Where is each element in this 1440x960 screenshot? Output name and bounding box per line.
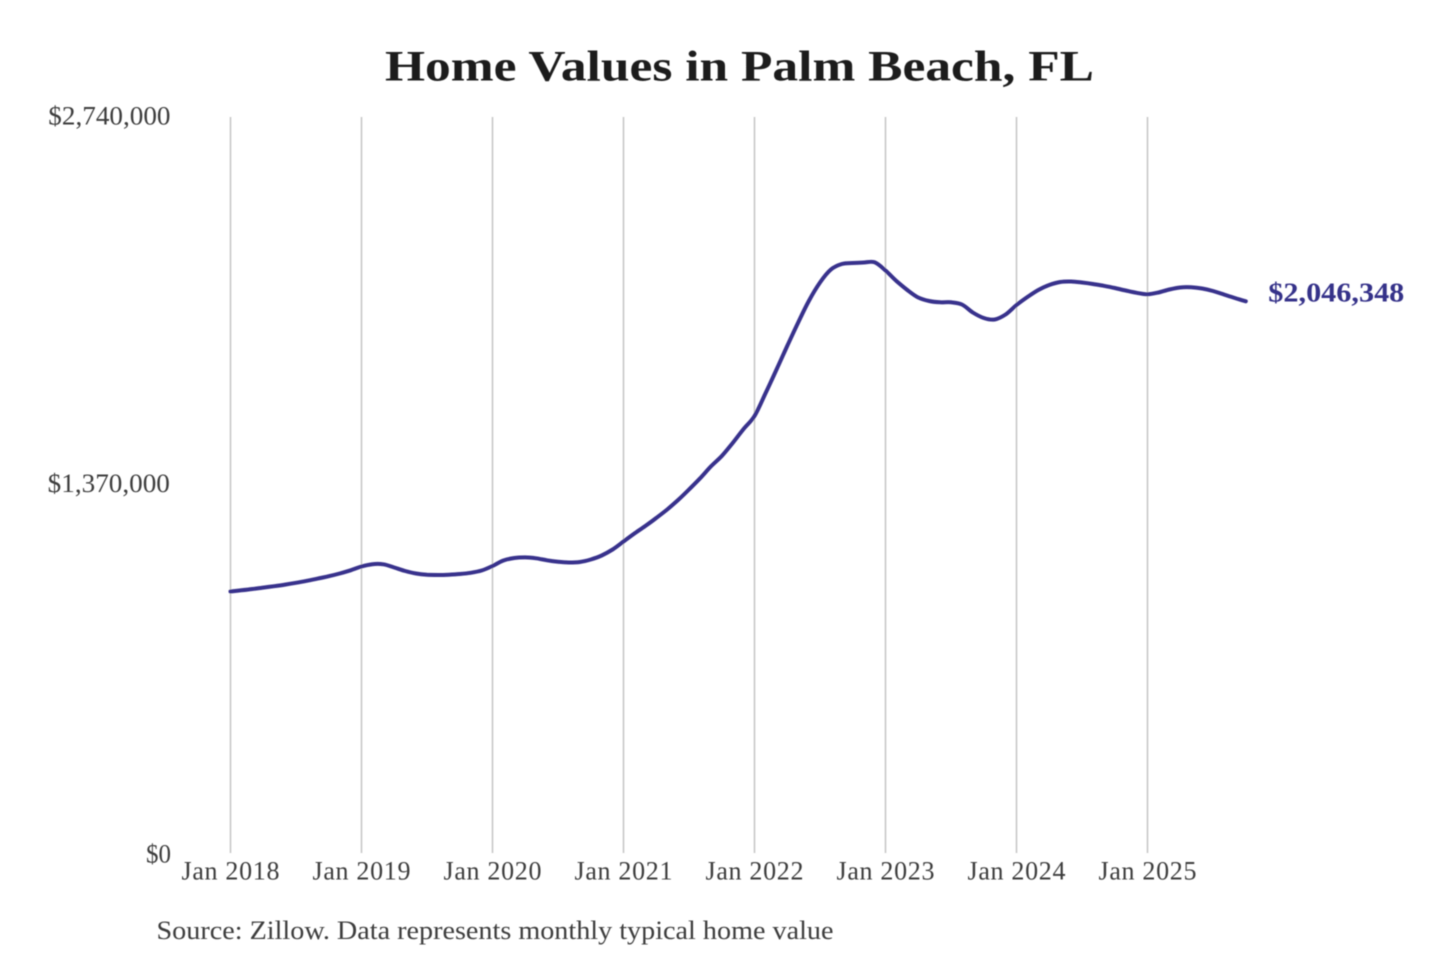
svg-text:Jan 2018: Jan 2018: [182, 856, 280, 885]
svg-text:Jan 2022: Jan 2022: [706, 856, 804, 885]
svg-text:Jan 2020: Jan 2020: [444, 856, 542, 885]
svg-text:Jan 2024: Jan 2024: [968, 856, 1066, 885]
svg-text:Jan 2021: Jan 2021: [575, 856, 673, 885]
svg-text:Home Values in Palm Beach, FL: Home Values in Palm Beach, FL: [385, 44, 1094, 91]
svg-text:$2,740,000: $2,740,000: [48, 101, 170, 130]
svg-text:Jan 2019: Jan 2019: [313, 856, 411, 885]
svg-text:$1,370,000: $1,370,000: [48, 469, 170, 498]
svg-text:Jan 2025: Jan 2025: [1099, 856, 1197, 885]
svg-text:$2,046,348: $2,046,348: [1268, 278, 1404, 308]
svg-text:Source: Zillow. Data represent: Source: Zillow. Data represents monthly …: [157, 916, 834, 945]
svg-text:$0: $0: [146, 840, 171, 869]
svg-text:Jan 2023: Jan 2023: [837, 856, 935, 885]
